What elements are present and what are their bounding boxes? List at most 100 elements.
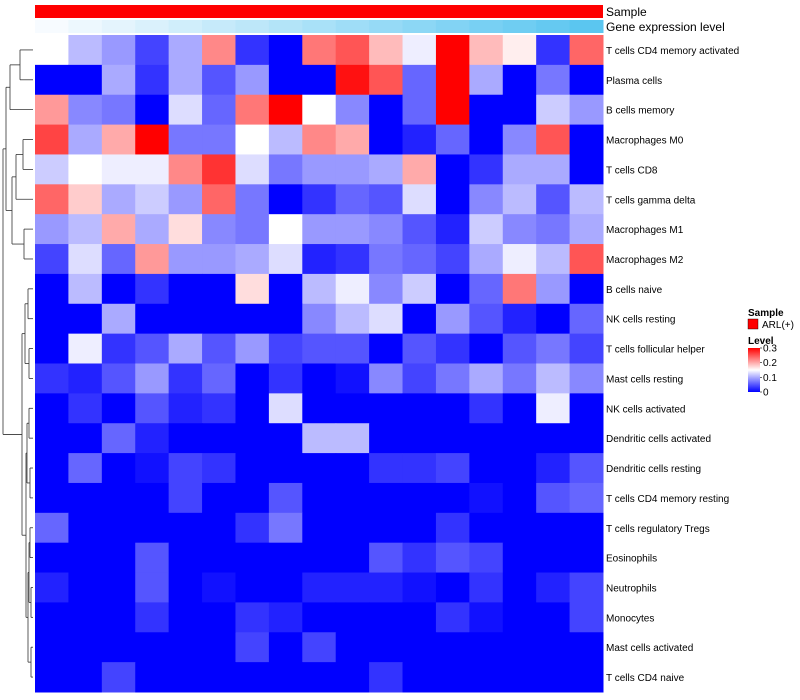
heatmap-cell (369, 333, 404, 364)
heatmap-cell (402, 602, 437, 633)
heatmap-cell (168, 273, 203, 305)
expression-track-cell (35, 20, 69, 33)
heatmap-cell (302, 602, 337, 633)
heatmap-cell (369, 662, 404, 693)
heatmap-cell (168, 602, 203, 633)
heatmap-cell (101, 393, 136, 424)
heatmap-cell (68, 423, 103, 454)
heatmap-cell (135, 333, 170, 364)
heatmap-cell (168, 662, 203, 693)
heatmap-cell (469, 602, 504, 633)
heatmap-cell (168, 542, 203, 574)
heatmap-cell (135, 303, 170, 335)
expression-track-cell (335, 20, 370, 33)
heatmap-cell (268, 602, 303, 633)
heatmap-cell (502, 94, 537, 126)
heatmap-cell (369, 393, 404, 424)
heatmap-cell (469, 542, 504, 574)
expression-track-cell (502, 20, 537, 33)
heatmap-cell (202, 154, 236, 185)
heatmap-cell (168, 154, 203, 185)
heatmap-cell (435, 453, 470, 484)
heatmap-cell (135, 124, 170, 155)
heatmap-cell (101, 124, 136, 155)
heatmap-cell (35, 94, 69, 126)
heatmap-cell (435, 94, 470, 126)
heatmap-cell (202, 512, 236, 544)
heatmap-cell (469, 35, 504, 66)
heatmap-cell (68, 453, 103, 484)
heatmap-cell (369, 64, 404, 96)
heatmap-cell (369, 94, 404, 126)
sample-track-label: Sample (606, 5, 647, 19)
heatmap-cell (35, 184, 69, 215)
heatmap-cell (235, 244, 270, 275)
heatmap-cell (202, 244, 236, 275)
heatmap-cell (469, 482, 504, 514)
heatmap-cell (536, 64, 571, 96)
heatmap-cell (35, 542, 69, 574)
heatmap-cell (135, 35, 170, 66)
heatmap-cell (101, 363, 136, 394)
heatmap-cell (435, 244, 470, 275)
heatmap-cell (469, 94, 504, 126)
heatmap-cell (335, 512, 370, 544)
heatmap-cell (68, 572, 103, 603)
heatmap-cell (536, 662, 571, 693)
heatmap-cell (335, 393, 370, 424)
heatmap-cell (402, 542, 437, 574)
heatmap-cell (135, 363, 170, 394)
heatmap-cell (35, 602, 69, 633)
heatmap-cell (502, 154, 537, 185)
heatmap-cell (302, 482, 337, 514)
heatmap-cell (235, 64, 270, 96)
heatmap-cell (469, 303, 504, 335)
heatmap-cell (502, 453, 537, 484)
heatmap-cell (502, 273, 537, 305)
sample-legend-title: Sample (748, 308, 784, 319)
heatmap-cell (135, 64, 170, 96)
expression-track-label: Gene expression level (606, 20, 725, 34)
heatmap-cell (335, 662, 370, 693)
heatmap-cell (369, 184, 404, 215)
heatmap-cell (302, 94, 337, 126)
heatmap-cell (335, 453, 370, 484)
heatmap-cell (569, 184, 604, 215)
heatmap-cell (302, 363, 337, 394)
row-label: Monocytes (606, 613, 654, 624)
heatmap-cell (435, 512, 470, 544)
heatmap-cell (469, 393, 504, 424)
heatmap-cell (502, 184, 537, 215)
heatmap-cell (569, 154, 604, 185)
heatmap-cell (168, 423, 203, 454)
heatmap-cell (435, 124, 470, 155)
heatmap-cell (435, 482, 470, 514)
heatmap-cell (302, 512, 337, 544)
expression-track-cell (569, 20, 604, 33)
heatmap-cell (369, 35, 404, 66)
heatmap-cell (202, 333, 236, 364)
row-label: NK cells activated (606, 404, 685, 415)
heatmap-cell (569, 273, 604, 305)
heatmap-cell (369, 244, 404, 275)
heatmap-cell (35, 154, 69, 185)
heatmap-cell (302, 154, 337, 185)
heatmap-cell (402, 572, 437, 603)
heatmap-cell (335, 124, 370, 155)
heatmap-cell (335, 423, 370, 454)
heatmap-cell (536, 512, 571, 544)
heatmap-cell (435, 64, 470, 96)
heatmap-cell (168, 512, 203, 544)
heatmap-cell (536, 333, 571, 364)
heatmap-cell (502, 333, 537, 364)
heatmap-cell (35, 393, 69, 424)
heatmap-cell (268, 35, 303, 66)
heatmap-cell (135, 273, 170, 305)
heatmap-cell (569, 602, 604, 633)
heatmap-cell (268, 632, 303, 663)
heatmap-cell (469, 273, 504, 305)
heatmap-cell (235, 333, 270, 364)
heatmap-cell (101, 333, 136, 364)
heatmap-cell (435, 542, 470, 574)
heatmap-cell (536, 154, 571, 185)
